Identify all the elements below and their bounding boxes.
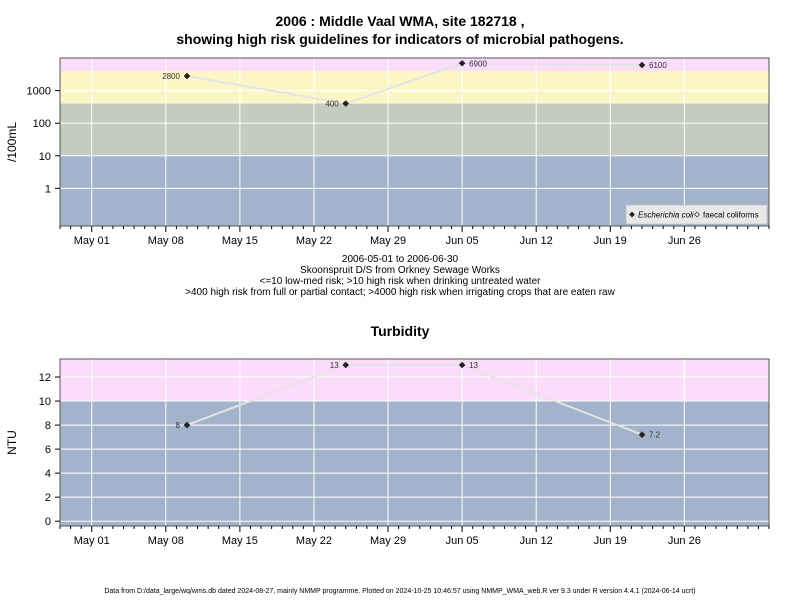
chart1-x-tick-label: Jun 19 xyxy=(594,235,627,247)
chart1-data-label-1: 2800 xyxy=(162,72,180,81)
chart2-risk-band-2 xyxy=(60,359,769,402)
chart-title-line2: showing high risk guidelines for indicat… xyxy=(176,31,624,47)
chart1-data-point-1 xyxy=(183,72,191,80)
chart2-data-point-2 xyxy=(342,361,350,369)
chart2-y-tick-label: 12 xyxy=(39,372,51,384)
chart1-series-line-1 xyxy=(186,62,643,105)
chart1-data-point-4 xyxy=(638,61,646,69)
chart2-data-label-2: 13 xyxy=(330,361,339,370)
chart2-y-tick-label: 4 xyxy=(45,468,51,480)
caption-drinking-risk: <=10 low-med risk; >10 high risk when dr… xyxy=(259,276,541,287)
chart2-data-label-3: 13 xyxy=(469,361,478,370)
chart1-data-label-3: 6900 xyxy=(469,59,487,68)
chart2-y-tick-label: 10 xyxy=(39,396,51,408)
chart2-data-point-3 xyxy=(458,361,466,369)
chart1-y-tick-label: 1 xyxy=(45,183,51,195)
chart1-legend-marker-1 xyxy=(629,211,635,218)
chart1-y-axis-label: /100mL xyxy=(5,122,19,162)
chart2-data-label-1: 8 xyxy=(176,421,181,430)
chart1-data-label-4: 6100 xyxy=(649,61,667,70)
chart1-legend-marker-2 xyxy=(694,211,700,218)
footer-note: Data from D:/data_large/wq/wms.db dated … xyxy=(104,588,696,595)
chart2-data-point-4 xyxy=(638,431,646,438)
chart2-x-tick-label: May 08 xyxy=(148,535,184,547)
chart2-x-tick-label: May 15 xyxy=(222,535,258,547)
chart1-x-tick-label: Jun 12 xyxy=(520,235,553,247)
chart2-y-tick-label: 0 xyxy=(45,516,51,528)
chart2-x-tick-label: Jun 05 xyxy=(446,535,479,547)
chart1-legend-label-2: faecal coliforms xyxy=(703,211,759,220)
chart-title-line1: 2006 : Middle Vaal WMA, site 182718 , xyxy=(275,13,525,29)
chart1-data-point-3 xyxy=(458,59,466,67)
chart2-data-label-4: 7.2 xyxy=(649,431,661,440)
chart1-data-point-2 xyxy=(342,100,350,107)
chart2-series-line-1 xyxy=(186,364,643,436)
chart2-x-tick-label: May 22 xyxy=(296,535,332,547)
chart2-y-tick-label: 8 xyxy=(45,420,51,432)
chart1-x-tick-label: May 22 xyxy=(296,235,332,247)
chart1-legend-label-1: Escherichia coli xyxy=(638,211,694,220)
chart1-risk-band-3 xyxy=(60,70,769,104)
chart1-y-tick-label: 100 xyxy=(33,118,51,130)
chart1-risk-band-2 xyxy=(60,103,769,156)
chart2-x-tick-label: Jun 12 xyxy=(520,535,553,547)
caption-date-range: 2006-05-01 to 2006-06-30 xyxy=(341,254,459,265)
chart1-risk-band-4 xyxy=(60,58,769,71)
chart1-x-tick-label: May 29 xyxy=(370,235,406,247)
chart2-data-point-1 xyxy=(183,421,191,429)
chart2-x-tick-label: May 29 xyxy=(370,535,406,547)
chart2-x-tick-label: Jun 26 xyxy=(668,535,701,547)
turbidity-title: Turbidity xyxy=(370,323,430,339)
chart1-x-tick-label: May 08 xyxy=(148,235,184,247)
chart2-x-tick-label: Jun 19 xyxy=(594,535,627,547)
chart1-x-tick-label: Jun 05 xyxy=(446,235,479,247)
chart2-risk-band-1 xyxy=(60,401,769,526)
caption-contact-risk: >400 high risk from full or partial cont… xyxy=(185,287,615,298)
chart1-x-tick-label: May 15 xyxy=(222,235,258,247)
caption-site: Skoonspruit D/S from Orkney Sewage Works xyxy=(300,265,500,276)
chart1-y-tick-label: 10 xyxy=(39,151,51,163)
chart2-y-tick-label: 6 xyxy=(45,444,51,456)
chart2-x-tick-label: May 01 xyxy=(74,535,110,547)
chart1-y-tick-label: 1000 xyxy=(27,86,51,98)
chart1-plot-border xyxy=(59,57,770,227)
chart2-plot-border xyxy=(59,358,770,527)
chart2-y-axis-label: NTU xyxy=(5,430,19,455)
chart1-x-tick-label: May 01 xyxy=(74,235,110,247)
chart2-y-tick-label: 2 xyxy=(45,492,51,504)
chart1-data-label-2: 400 xyxy=(325,100,339,109)
chart1-x-tick-label: Jun 26 xyxy=(668,235,701,247)
